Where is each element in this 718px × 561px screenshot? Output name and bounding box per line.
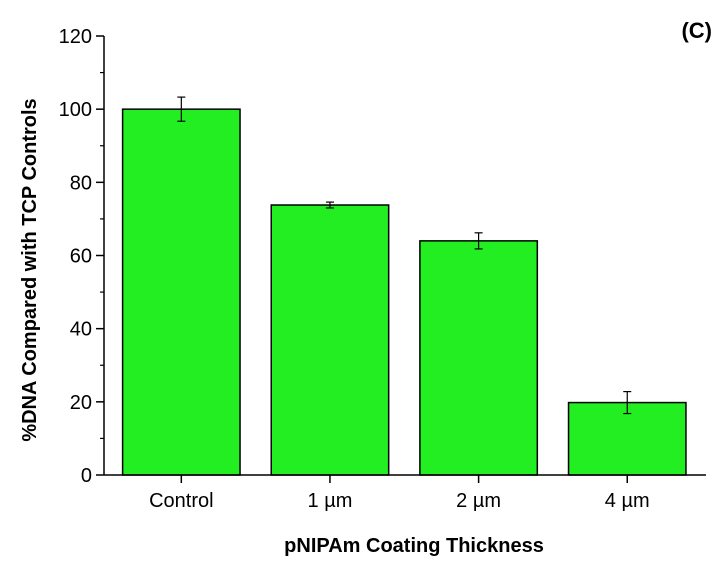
bar-3: [567, 401, 687, 476]
x-tick-label: 4 µm: [605, 490, 650, 512]
x-tick-label: 2 µm: [456, 490, 501, 512]
y-tick-label: 60: [70, 246, 92, 268]
x-tick-label: Control: [149, 490, 213, 512]
x-ticks: Control 1 µm 2 µm 4 µm: [149, 475, 650, 512]
bar-0: [121, 108, 241, 476]
bars-layer: [121, 96, 687, 476]
y-tick-label: 100: [59, 99, 92, 121]
bar-1: [270, 204, 390, 476]
y-tick-label: 40: [70, 319, 92, 341]
y-tick-label: 0: [81, 465, 92, 487]
bar-2: [419, 240, 539, 476]
y-tick-label: 120: [59, 26, 92, 48]
y-axis-title: %DNA Compared with TCP Controls: [19, 98, 41, 441]
panel-label: (C): [681, 18, 712, 43]
y-ticks: 0 20 40 60 80 100 120: [59, 26, 104, 487]
y-tick-label: 80: [70, 172, 92, 194]
y-tick-label: 20: [70, 392, 92, 414]
x-tick-label: 1 µm: [308, 490, 353, 512]
x-axis-title: pNIPAm Coating Thickness: [284, 535, 544, 557]
